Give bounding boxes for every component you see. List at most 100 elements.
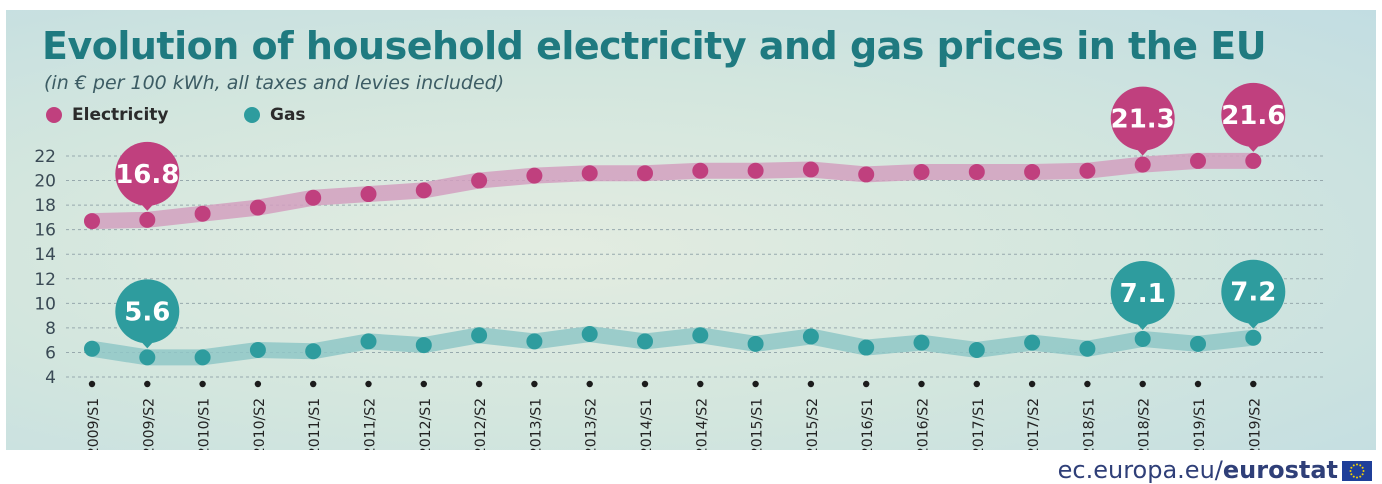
x-tick-dot	[1250, 380, 1257, 388]
x-tick-dot	[254, 380, 262, 388]
legend-marker-electricity	[46, 107, 62, 123]
x-tick-dot	[475, 380, 483, 388]
x-tick-label: 2013/S1	[528, 398, 544, 450]
x-tick-dot	[1084, 380, 1091, 388]
data-point-gas	[581, 326, 598, 343]
flag-star	[1359, 475, 1362, 478]
callout-bubble-electricity	[1110, 86, 1175, 151]
x-tick-label: 2011/S2	[363, 398, 379, 450]
legend-item-electricity: Electricity	[46, 105, 169, 125]
x-tick-dot	[586, 380, 593, 388]
data-point-gas	[415, 337, 432, 354]
data-point-electricity	[360, 186, 377, 203]
data-point-electricity	[194, 205, 211, 222]
data-point-electricity	[84, 213, 100, 230]
x-tick-label: 2014/S1	[639, 398, 655, 450]
x-tick-label: 2013/S2	[584, 398, 600, 450]
data-point-electricity	[968, 163, 985, 180]
footer-brand: eurostat	[1222, 456, 1338, 484]
data-point-electricity	[1079, 162, 1096, 179]
data-point-electricity	[249, 199, 266, 216]
callout-bubble-electricity	[115, 141, 180, 206]
x-tick-dot	[752, 380, 759, 388]
flag-star	[1350, 466, 1353, 469]
data-point-gas	[1245, 329, 1262, 346]
flag-star	[1362, 470, 1365, 472]
x-tick-dot	[310, 380, 317, 388]
data-point-electricity	[913, 163, 930, 180]
data-point-gas	[84, 340, 100, 357]
y-tick-label: 20	[34, 172, 56, 192]
data-point-gas	[1079, 340, 1096, 357]
x-tick-label: 2009/S2	[141, 398, 157, 450]
x-tick-label: 2014/S2	[694, 398, 710, 450]
data-point-electricity	[637, 165, 653, 182]
y-tick-label: 22	[34, 147, 56, 167]
y-tick-label: 12	[34, 270, 56, 290]
data-point-electricity	[858, 166, 875, 183]
data-point-electricity	[1134, 156, 1151, 173]
data-point-gas	[1190, 335, 1206, 352]
data-point-electricity	[1245, 152, 1262, 169]
data-label: 5.6	[124, 297, 170, 327]
data-point-electricity	[1190, 152, 1206, 169]
flag-star	[1349, 470, 1352, 472]
chart-subtitle: (in € per 100 kWh, all taxes and levies …	[44, 72, 505, 94]
callout-bubble-gas	[115, 279, 180, 344]
flag-background	[1342, 461, 1372, 481]
legend-marker-gas	[244, 107, 260, 123]
x-tick-dot	[1139, 380, 1146, 388]
eu-flag-icon	[1342, 461, 1372, 481]
x-tick-dot	[973, 380, 980, 388]
x-tick-label: 2018/S1	[1081, 398, 1097, 450]
data-point-gas	[360, 333, 377, 350]
series-band-electricity	[84, 152, 1262, 230]
legend-item-gas: Gas	[244, 105, 306, 125]
x-tick-dot	[918, 380, 925, 388]
y-tick-label: 18	[34, 196, 56, 216]
x-tick-label: 2017/S1	[971, 398, 987, 450]
data-point-gas	[1134, 330, 1151, 347]
callout-bubble-gas	[1110, 260, 1175, 325]
data-point-electricity	[747, 162, 764, 179]
source-footer: ec.europa.eu/eurostat	[1058, 456, 1338, 484]
data-point-gas	[471, 327, 488, 344]
x-tick-label: 2012/S2	[473, 398, 489, 450]
data-label: 7.2	[1230, 278, 1276, 308]
y-tick-label: 16	[34, 221, 56, 241]
data-label: 21.3	[1111, 105, 1175, 135]
y-tick-label: 6	[45, 343, 56, 363]
data-point-electricity	[526, 167, 543, 184]
x-tick-label: 2011/S1	[307, 398, 323, 450]
y-tick-label: 10	[34, 294, 56, 314]
x-tick-label: 2009/S1	[86, 398, 102, 450]
data-point-electricity	[471, 172, 488, 189]
x-tick-label: 2019/S1	[1192, 398, 1208, 450]
x-tick-label: 2010/S1	[197, 398, 213, 450]
x-tick-dot	[88, 380, 96, 388]
callout-bubble-electricity	[1221, 82, 1286, 147]
data-point-gas	[1024, 334, 1041, 351]
x-tick-label: 2015/S1	[750, 398, 766, 450]
y-tick-label: 4	[45, 368, 56, 388]
data-point-gas	[637, 333, 653, 350]
legend-label-electricity: Electricity	[72, 105, 169, 125]
x-tick-label: 2017/S2	[1026, 398, 1042, 450]
flag-star	[1356, 463, 1358, 466]
data-point-electricity	[692, 162, 709, 179]
data-point-gas	[194, 349, 211, 366]
chart-panel: Evolution of household electricity and g…	[6, 10, 1376, 450]
x-tick-dot	[1028, 380, 1036, 388]
data-point-gas	[802, 328, 819, 345]
data-label: 16.8	[115, 160, 179, 190]
data-point-electricity	[415, 182, 432, 199]
callout-bubble-gas	[1221, 259, 1286, 324]
x-tick-label: 2016/S2	[916, 398, 932, 450]
y-tick-label: 8	[45, 319, 56, 339]
x-tick-dot	[420, 380, 427, 388]
x-tick-dot	[1194, 380, 1202, 388]
flag-star	[1352, 475, 1355, 478]
legend-label-gas: Gas	[270, 105, 306, 125]
x-tick-label: 2018/S2	[1137, 398, 1153, 450]
flag-star	[1361, 473, 1364, 476]
